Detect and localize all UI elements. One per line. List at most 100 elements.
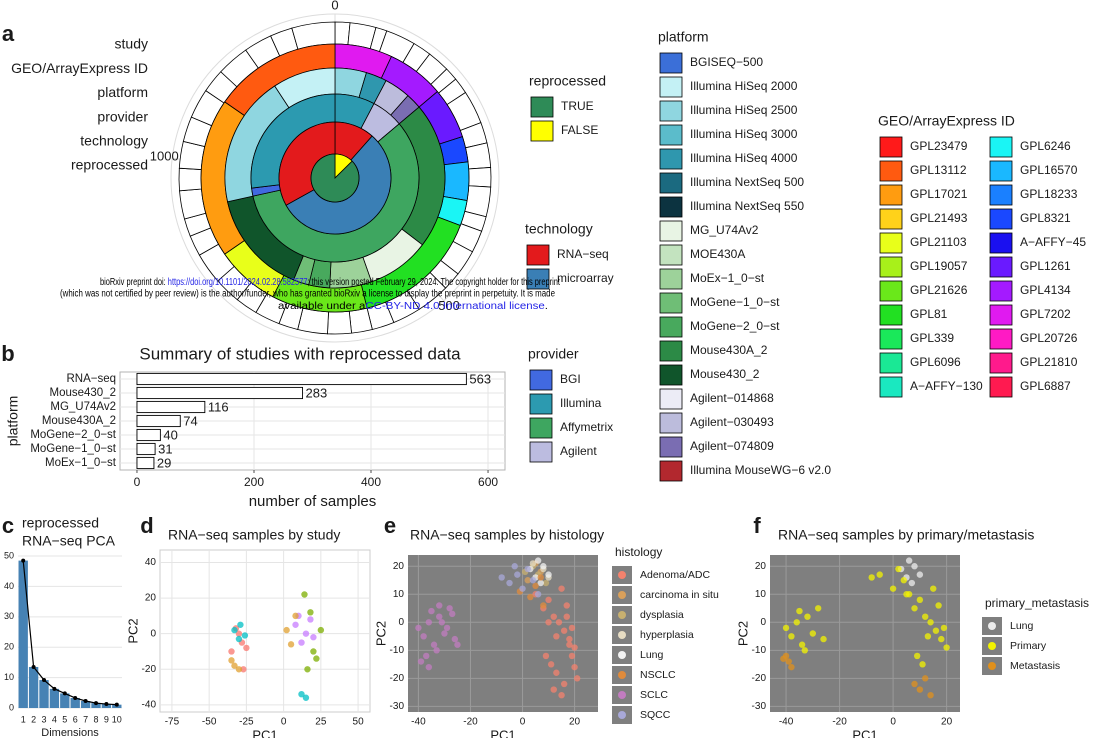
point — [545, 596, 552, 604]
ring-segment — [442, 161, 470, 202]
panel-label: c — [2, 513, 14, 538]
point — [417, 658, 425, 665]
point — [542, 579, 550, 587]
x-tick-label: 600 — [478, 475, 498, 489]
point — [240, 666, 247, 673]
point — [62, 691, 67, 696]
legend-swatch — [659, 316, 683, 338]
legend-label: Metastasis — [1010, 660, 1060, 672]
point — [905, 557, 913, 564]
x-tick-label: 2 — [31, 714, 36, 724]
legend-label: Lung — [1010, 620, 1034, 632]
license-link[interactable]: CC-BY-ND 4.0 International license — [365, 301, 545, 312]
panel-label: a — [2, 21, 15, 46]
point — [798, 641, 806, 648]
legend-swatch — [879, 256, 903, 278]
legend-label: GPL20726 — [1020, 331, 1078, 345]
legend-title: technology — [525, 221, 593, 237]
point — [302, 630, 310, 637]
angle-tick-label: 0 — [331, 0, 338, 12]
bar — [80, 701, 91, 708]
point — [428, 607, 435, 615]
point — [868, 574, 875, 581]
ring-segment — [334, 21, 351, 46]
bar — [70, 697, 80, 708]
legend-label: Illumina HiSeq 3000 — [690, 127, 798, 141]
legend-label: GPL4134 — [1020, 283, 1071, 297]
value-label: 563 — [469, 371, 491, 386]
y-tick-label: 40 — [145, 557, 157, 568]
y-tick-label: 0 — [760, 617, 766, 628]
legend-label: GPL1261 — [1020, 259, 1071, 273]
point — [930, 585, 937, 592]
x-axis-label: Dimensions — [41, 727, 99, 738]
legend-label: dysplasia — [640, 609, 684, 621]
point — [571, 644, 578, 651]
point — [938, 635, 945, 643]
legend-label: Illumina MouseWG−6 v2.0 — [690, 463, 831, 477]
point — [235, 630, 243, 637]
point — [911, 563, 918, 570]
legend-label: A−AFFY−45 — [1020, 235, 1086, 249]
point — [889, 585, 897, 592]
bar — [136, 442, 156, 456]
legend-label: MG_U74Av2 — [690, 223, 759, 237]
point — [876, 571, 883, 578]
point — [524, 577, 531, 584]
y-tick-label: RNA−seq — [66, 373, 116, 385]
legend-swatch — [879, 304, 903, 326]
point — [441, 630, 448, 637]
point — [52, 686, 57, 691]
point — [913, 652, 921, 660]
point — [298, 639, 305, 646]
point — [560, 680, 568, 688]
point — [498, 574, 505, 581]
point — [943, 644, 950, 651]
legend-label: GPL81 — [910, 307, 948, 321]
point — [292, 612, 299, 620]
legend-label: RNA−seq — [557, 247, 609, 261]
point — [788, 633, 795, 640]
legend-label: Mouse430A_2 — [690, 343, 768, 357]
legend-swatch — [879, 136, 903, 158]
y-tick-label: 30 — [4, 611, 14, 621]
point — [292, 621, 299, 628]
y-tick-label: 10 — [755, 589, 767, 600]
legend-swatch — [879, 328, 903, 350]
x-tick-label: 3 — [41, 714, 46, 724]
legend-label: A−AFFY−130 — [910, 379, 983, 393]
point — [919, 661, 926, 668]
y-tick-label: 10 — [4, 672, 14, 682]
ring-label: provider — [97, 108, 148, 124]
point — [935, 602, 942, 609]
doi-link[interactable]: https://doi.org/10.1101/2024.02.28.58257… — [168, 277, 308, 288]
legend-swatch — [989, 376, 1013, 398]
legend-swatch — [879, 376, 903, 398]
point — [563, 602, 570, 609]
point — [310, 648, 317, 655]
point — [809, 630, 817, 637]
x-axis-label: PC1 — [852, 727, 877, 738]
point — [905, 591, 913, 598]
point — [304, 666, 311, 673]
point — [283, 626, 290, 634]
legend-dot — [988, 642, 996, 650]
legend-title: reprocessed — [529, 73, 606, 89]
legend-swatch — [530, 96, 554, 118]
point — [114, 702, 119, 707]
legend-swatch — [659, 292, 683, 314]
point — [537, 574, 544, 581]
legend-label: MoEx−1_0−st — [690, 271, 765, 285]
trend-line — [22, 560, 117, 706]
x-tick-label: -75 — [165, 717, 180, 728]
legend-swatch — [879, 208, 903, 230]
point — [566, 635, 573, 643]
point — [932, 627, 940, 634]
point — [443, 624, 451, 632]
legend-label: MoGene−1_0−st — [690, 295, 780, 309]
legend-dot — [618, 571, 626, 579]
legend-dot — [618, 651, 626, 659]
legend-swatch — [879, 160, 903, 182]
panel-label: b — [1, 341, 14, 366]
y-tick-label: 0 — [9, 702, 14, 712]
